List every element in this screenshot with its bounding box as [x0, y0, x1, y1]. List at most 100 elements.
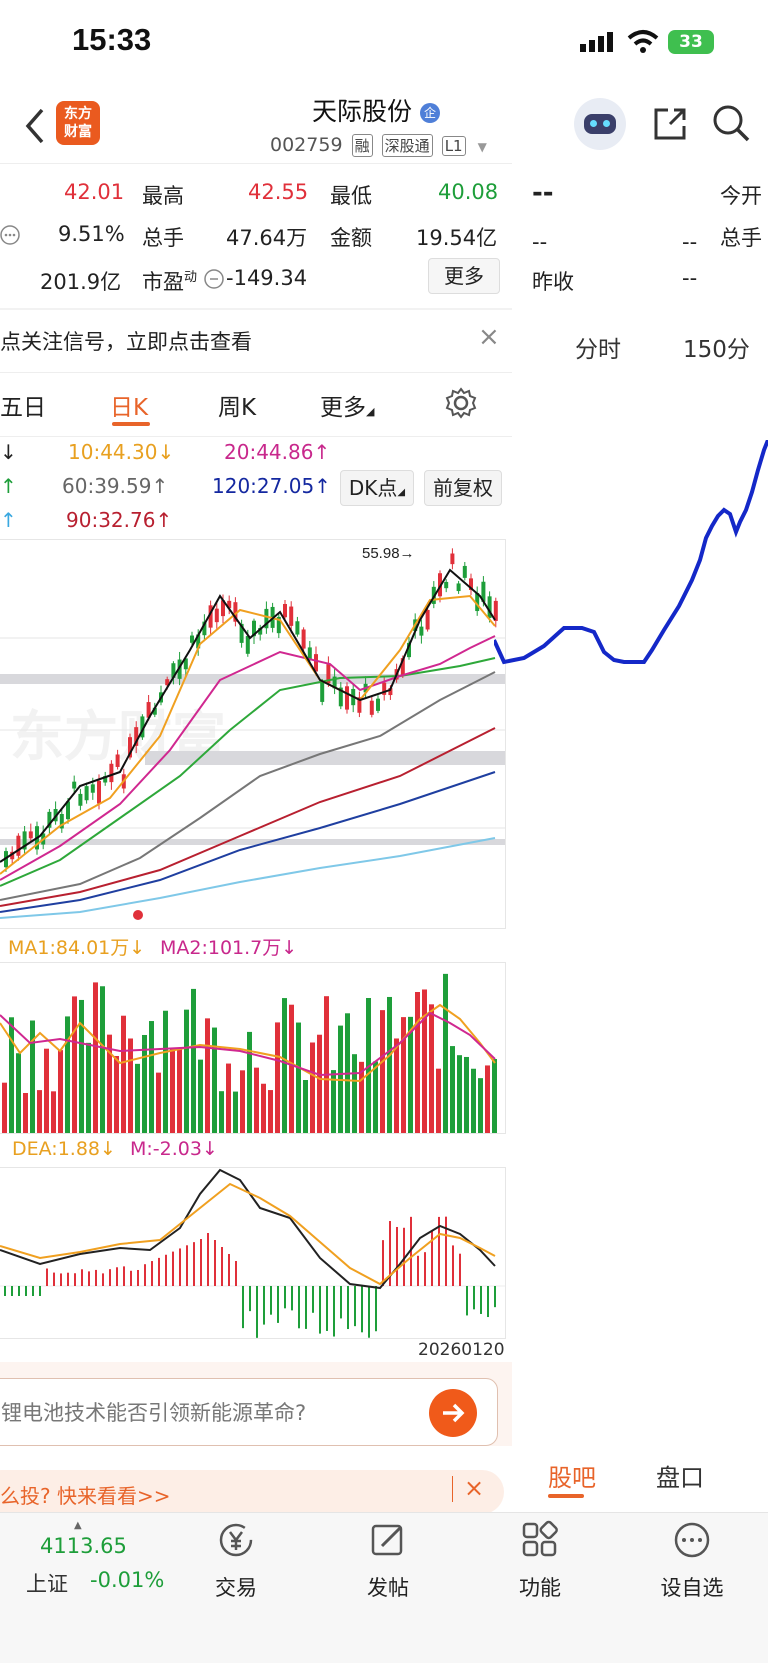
kline-chart[interactable]: 东方财富 55.98→ [0, 539, 506, 929]
macd-bar [67, 1272, 69, 1286]
ma-line-gray [0, 671, 496, 901]
timeshare-chart[interactable] [494, 440, 768, 680]
volume-bar [275, 1022, 280, 1133]
candle-body [320, 681, 325, 702]
app-logo: 东方 财富 [56, 101, 100, 145]
volume-bar [170, 1048, 175, 1133]
volume-bar [296, 1022, 301, 1133]
amount-label: 金额 [330, 226, 372, 250]
post-edit-icon[interactable] [368, 1520, 408, 1560]
ask-input-box[interactable]: 锂电池技术能否引领新能源革命? [0, 1378, 498, 1446]
candle-body [450, 553, 455, 565]
tab-week-k[interactable]: 周K [218, 395, 257, 421]
volume-bar [408, 1016, 413, 1133]
battery-icon: 33 [668, 30, 714, 54]
volume-bar [72, 996, 77, 1133]
macd-bar [347, 1286, 349, 1330]
index-value[interactable]: 4113.65 [40, 1534, 127, 1558]
candle-body [314, 654, 318, 672]
nav-functions-label[interactable]: 功能 [519, 1576, 561, 1600]
tab-timeshare[interactable]: 分时 [575, 337, 621, 363]
ai-assistant-avatar[interactable] [574, 98, 626, 150]
volume-bar [233, 1091, 238, 1133]
signal-icon [580, 32, 613, 52]
back-arrow-icon[interactable] [22, 106, 48, 146]
candle-body [338, 687, 343, 707]
volume-bar [289, 1004, 294, 1133]
wifi-icon [627, 30, 659, 53]
candle-body [22, 831, 27, 850]
dk-point-button[interactable]: DK点◢ [340, 470, 414, 506]
index-change[interactable]: -0.01% [90, 1568, 165, 1592]
volume-bar [492, 1059, 497, 1133]
volume-chart[interactable] [0, 962, 506, 1134]
macd-chart[interactable] [0, 1167, 506, 1339]
candle-body [190, 635, 194, 643]
macd-bar [186, 1245, 188, 1286]
candle-body [28, 831, 33, 839]
nav-add-watch-label[interactable]: 设自选 [660, 1576, 724, 1600]
close-notice-icon[interactable]: × [478, 322, 500, 352]
timeshare-line [494, 440, 768, 665]
macd-bar [144, 1264, 146, 1286]
macd-bar [340, 1286, 342, 1319]
volume-bar [429, 1004, 434, 1133]
tag-level: L1 [441, 136, 466, 156]
candle-body [146, 702, 151, 718]
candle-body [487, 596, 492, 618]
index-name[interactable]: 上证 [26, 1572, 68, 1596]
macd-bar [130, 1270, 132, 1286]
macd-bar [88, 1271, 90, 1286]
high-label: 最高 [142, 184, 184, 208]
volume-bar [149, 1021, 154, 1133]
add-watch-icon[interactable] [672, 1520, 712, 1560]
search-icon[interactable] [710, 102, 752, 144]
tab-pankou[interactable]: 盘口 [656, 1464, 704, 1492]
volume-bar [9, 1017, 14, 1133]
notice-text[interactable]: 点关注信号，立即点击查看 [0, 330, 252, 354]
tab-150min[interactable]: 150分 [683, 337, 750, 363]
tab-guba[interactable]: 股吧 [548, 1464, 596, 1492]
status-time: 15:33 [72, 22, 152, 57]
macd-bar [270, 1286, 272, 1315]
volume-bars [2, 973, 497, 1133]
more-quote-button[interactable]: 更多 [428, 258, 500, 294]
volume-bar [142, 1034, 147, 1133]
volume-bar [422, 989, 427, 1133]
candle-body [233, 602, 238, 622]
ma-line-orange [0, 594, 496, 875]
promo-banner[interactable]: 么投? 快来看看>> × [0, 1470, 504, 1514]
candle-body [295, 621, 300, 635]
candle-body [332, 676, 337, 689]
divider [0, 436, 512, 437]
candle-body [400, 658, 405, 676]
tab-five-day[interactable]: 五日 [0, 395, 46, 421]
candle-body [252, 620, 256, 637]
macd-bar [39, 1286, 41, 1296]
ma-arrow-icon: ↑ [0, 508, 17, 532]
macd-bar [459, 1253, 461, 1286]
macd-bar [81, 1269, 83, 1286]
forward-adjust-button[interactable]: 前复权 [424, 470, 502, 506]
macd-bar [431, 1230, 433, 1286]
nav-post-label[interactable]: 发帖 [367, 1576, 409, 1600]
functions-grid-icon[interactable] [520, 1520, 560, 1560]
submit-arrow-icon[interactable] [429, 1389, 477, 1437]
close-promo-icon[interactable]: × [464, 1474, 485, 1502]
status-bar: 15:33 33 [0, 0, 768, 90]
turnover-value: 9.51% [58, 222, 125, 246]
volume-bar [464, 1056, 469, 1133]
trade-yen-icon[interactable] [216, 1520, 256, 1560]
tab-more[interactable]: 更多◢ [320, 395, 375, 421]
nav-trade-label[interactable]: 交易 [215, 1576, 257, 1600]
share-icon[interactable] [650, 104, 690, 144]
settings-gear-icon[interactable] [444, 386, 478, 420]
macd-bar [25, 1286, 27, 1296]
stock-subtitle[interactable]: 002759 融 深股通 L1 ▼ [270, 134, 487, 157]
signal-dot [133, 910, 143, 920]
tab-day-k[interactable]: 日K [110, 395, 149, 421]
active-tab-indicator [112, 422, 150, 426]
volume-bar [212, 1027, 217, 1133]
macd-bar [137, 1269, 139, 1286]
low-value: 40.08 [438, 180, 499, 204]
